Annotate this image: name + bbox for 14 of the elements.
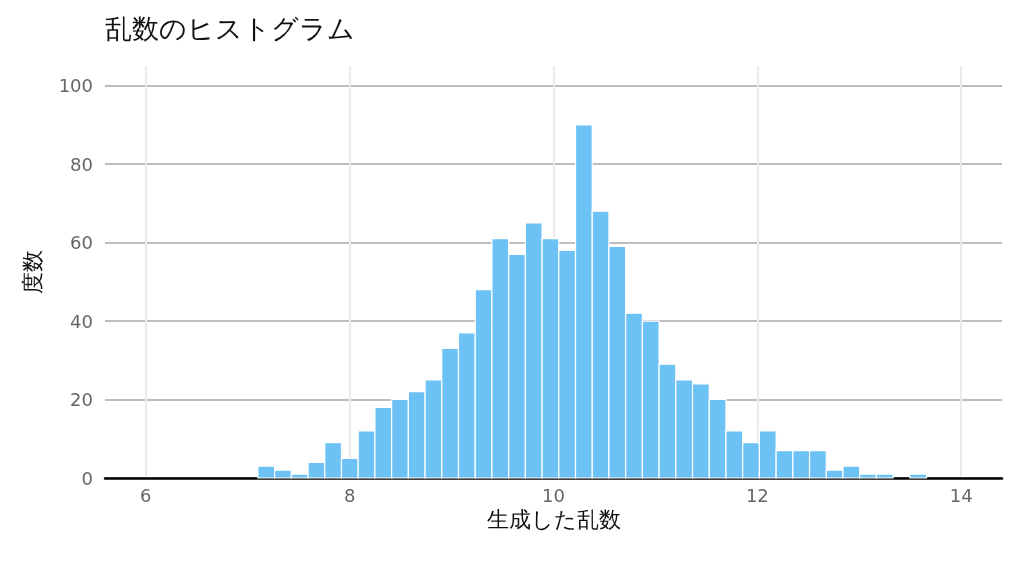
- y-tick-label: 40: [70, 310, 93, 332]
- y-tick-label: 60: [70, 232, 93, 254]
- y-tick-label: 0: [81, 467, 93, 489]
- y-tick-label: 100: [58, 75, 93, 97]
- x-tick-label: 6: [140, 484, 152, 506]
- x-tick-label: 8: [343, 484, 356, 506]
- chart-title: 乱数のヒストグラム: [105, 13, 355, 44]
- x-tick-label: 10: [542, 484, 565, 506]
- x-tick-label: 12: [745, 484, 769, 506]
- y-tick-label: 20: [70, 389, 93, 411]
- x-tick-label: 14: [949, 484, 973, 506]
- y-axis-title: 度数: [19, 250, 45, 294]
- y-tick-label: 80: [70, 153, 93, 175]
- x-axis-title: 生成した乱数: [486, 507, 621, 533]
